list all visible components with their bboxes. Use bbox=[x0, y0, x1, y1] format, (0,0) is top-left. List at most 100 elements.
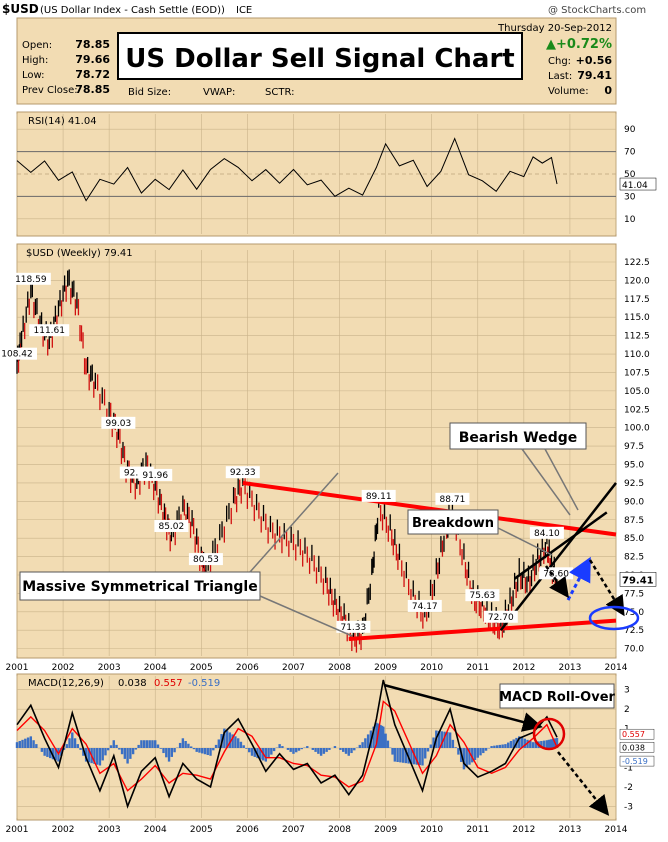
quote-value: 78.85 bbox=[75, 83, 110, 96]
price-data-label: 111.61 bbox=[29, 324, 70, 337]
symbol: $USD bbox=[2, 2, 39, 16]
rsi-panel bbox=[16, 111, 617, 237]
rsi-tick-label: 10 bbox=[624, 215, 636, 225]
price-tick-label: 102.5 bbox=[624, 405, 650, 415]
macd-tick-label: 3 bbox=[624, 686, 630, 696]
macd-x-tick-label: 2011 bbox=[466, 825, 489, 835]
macd-tick-label: -3 bbox=[624, 802, 633, 812]
macd-hist-value: -0.519 bbox=[188, 678, 220, 689]
rsi-chart: 10 30 50 70 90 41.04 bbox=[16, 125, 657, 225]
macd-down-arrow bbox=[557, 751, 610, 816]
price-tick-label: 72.5 bbox=[624, 626, 644, 636]
hidden-field-bid-size: Bid Size: bbox=[128, 87, 171, 98]
price-tick-label: 105.0 bbox=[624, 387, 650, 397]
rsi-last-value: 41.04 bbox=[622, 181, 648, 191]
price-data-label-text: 72.70 bbox=[488, 613, 514, 623]
quote-value: +0.56 bbox=[576, 54, 613, 67]
macd-x-tick-label: 2003 bbox=[98, 825, 121, 835]
macd-last-value: -0.519 bbox=[622, 757, 648, 766]
macd-x-tick-label: 2004 bbox=[144, 825, 167, 835]
price-data-label-bg bbox=[154, 520, 189, 533]
triangle-pointer-1 bbox=[249, 472, 339, 573]
price-data-label-bg bbox=[188, 553, 223, 566]
price-x-tick-label: 2010 bbox=[420, 663, 443, 673]
macd-tick-label: -1 bbox=[624, 763, 633, 773]
price-data-label-text: 75.63 bbox=[469, 591, 495, 601]
price-last-value: 79.41 bbox=[622, 575, 654, 586]
price-data-label-text: 91.96 bbox=[142, 471, 168, 481]
quote-value: 0 bbox=[604, 84, 612, 97]
price-x-tick-label: 2011 bbox=[466, 663, 489, 673]
price-tick-label: 100.0 bbox=[624, 424, 650, 434]
price-data-label-text: 92.33 bbox=[230, 468, 256, 478]
price-data-label: 118.59 bbox=[10, 272, 51, 285]
breakdown-label: Breakdown bbox=[412, 516, 494, 531]
price-data-label-text: 80.53 bbox=[193, 555, 219, 565]
breakdown-box bbox=[407, 509, 499, 535]
quote-value: 78.72 bbox=[75, 68, 110, 81]
macd-last-badge bbox=[619, 728, 655, 740]
macd-x-tick-label: 2007 bbox=[282, 825, 305, 835]
rsi-tick-label: 30 bbox=[624, 192, 636, 202]
price-tick-label: 85.0 bbox=[624, 534, 644, 544]
macd-chart: -3-2-10123200120022003200420052006200720… bbox=[6, 679, 655, 835]
macd-line bbox=[16, 679, 558, 809]
hidden-field-vwap: VWAP: bbox=[203, 87, 235, 98]
rsi-last-badge bbox=[619, 177, 657, 191]
hidden-field-sctr: SCTR: bbox=[265, 87, 294, 98]
header: $USD (US Dollar Index - Cash Settle (EOD… bbox=[0, 0, 668, 112]
price-data-label: 78.60 bbox=[539, 567, 574, 580]
trendline bbox=[348, 618, 617, 642]
price-data-label-text: 88.71 bbox=[440, 495, 466, 505]
price-data-label-bg bbox=[29, 324, 70, 337]
macd-divergence-line bbox=[383, 683, 543, 732]
bearish-wedge-pointer bbox=[521, 448, 571, 516]
price-tick-label: 117.5 bbox=[624, 295, 650, 305]
price-x-tick-label: 2003 bbox=[98, 663, 121, 673]
price-tick-label: 97.5 bbox=[624, 442, 644, 452]
price-tick-label: 87.5 bbox=[624, 516, 644, 526]
price-data-label-bg bbox=[407, 599, 442, 612]
macd-rollover-box bbox=[499, 683, 615, 709]
price-data-label-text: 85.02 bbox=[158, 522, 184, 532]
pct-change: ▲+0.72% bbox=[546, 37, 612, 52]
quote-label: Volume: bbox=[548, 86, 589, 97]
macd-x-tick-label: 2005 bbox=[190, 825, 213, 835]
price-data-label: 71.33 bbox=[336, 620, 371, 633]
price-data-label-bg bbox=[435, 492, 470, 505]
price-data-label-bg bbox=[336, 620, 371, 633]
price-data-label: 99.03 bbox=[101, 416, 136, 429]
price-tick-label: 122.5 bbox=[624, 258, 650, 268]
price-data-label-bg bbox=[0, 347, 37, 360]
price-tick-label: 107.5 bbox=[624, 368, 650, 378]
price-data-label-bg bbox=[465, 589, 500, 602]
quote-right: Chg: +0.56 Last: 79.41 Volume: 0 bbox=[548, 54, 612, 97]
price-data-label: 75.63 bbox=[465, 589, 500, 602]
macd-label-prefix: MACD(12,26,9) bbox=[28, 678, 104, 689]
quote-label: Low: bbox=[22, 70, 45, 81]
quote-label: Last: bbox=[548, 71, 572, 82]
exchange: ICE bbox=[236, 5, 252, 16]
macd-signal-value: 0.557 bbox=[154, 678, 183, 689]
price-tick-label: 120.0 bbox=[624, 276, 650, 286]
macd-label-value: 0.038 bbox=[118, 678, 147, 689]
quote-label: Prev Close: bbox=[22, 85, 78, 96]
target-ellipse bbox=[588, 605, 640, 631]
price-x-tick-label: 2007 bbox=[282, 663, 305, 673]
price-data-label: 108.42 bbox=[0, 347, 37, 360]
quote-label: High: bbox=[22, 55, 48, 66]
price-data-label: 72.70 bbox=[483, 610, 518, 623]
macd-label: MACD(12,26,9) 0.038 0.557 -0.519 bbox=[28, 678, 220, 689]
price-x-tick-label: 2014 bbox=[605, 663, 628, 673]
price-data-label: 89.11 bbox=[361, 489, 396, 502]
price-tick-label: 92.5 bbox=[624, 479, 644, 489]
macd-x-tick-label: 2010 bbox=[420, 825, 443, 835]
price-data-label: 91.96 bbox=[138, 468, 173, 481]
breakdown-pointer bbox=[497, 527, 553, 556]
price-label: $USD (Weekly) 79.41 bbox=[26, 248, 133, 259]
trendline bbox=[513, 511, 608, 580]
macd-x-tick-label: 2001 bbox=[6, 825, 29, 835]
price-data-label-text: 99.03 bbox=[105, 419, 131, 429]
rsi-line bbox=[16, 137, 558, 202]
price-x-tick-label: 2008 bbox=[328, 663, 351, 673]
